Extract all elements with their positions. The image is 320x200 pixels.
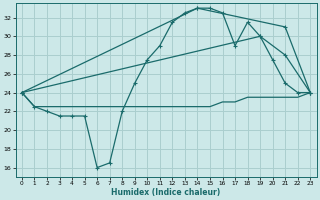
X-axis label: Humidex (Indice chaleur): Humidex (Indice chaleur) (111, 188, 221, 197)
